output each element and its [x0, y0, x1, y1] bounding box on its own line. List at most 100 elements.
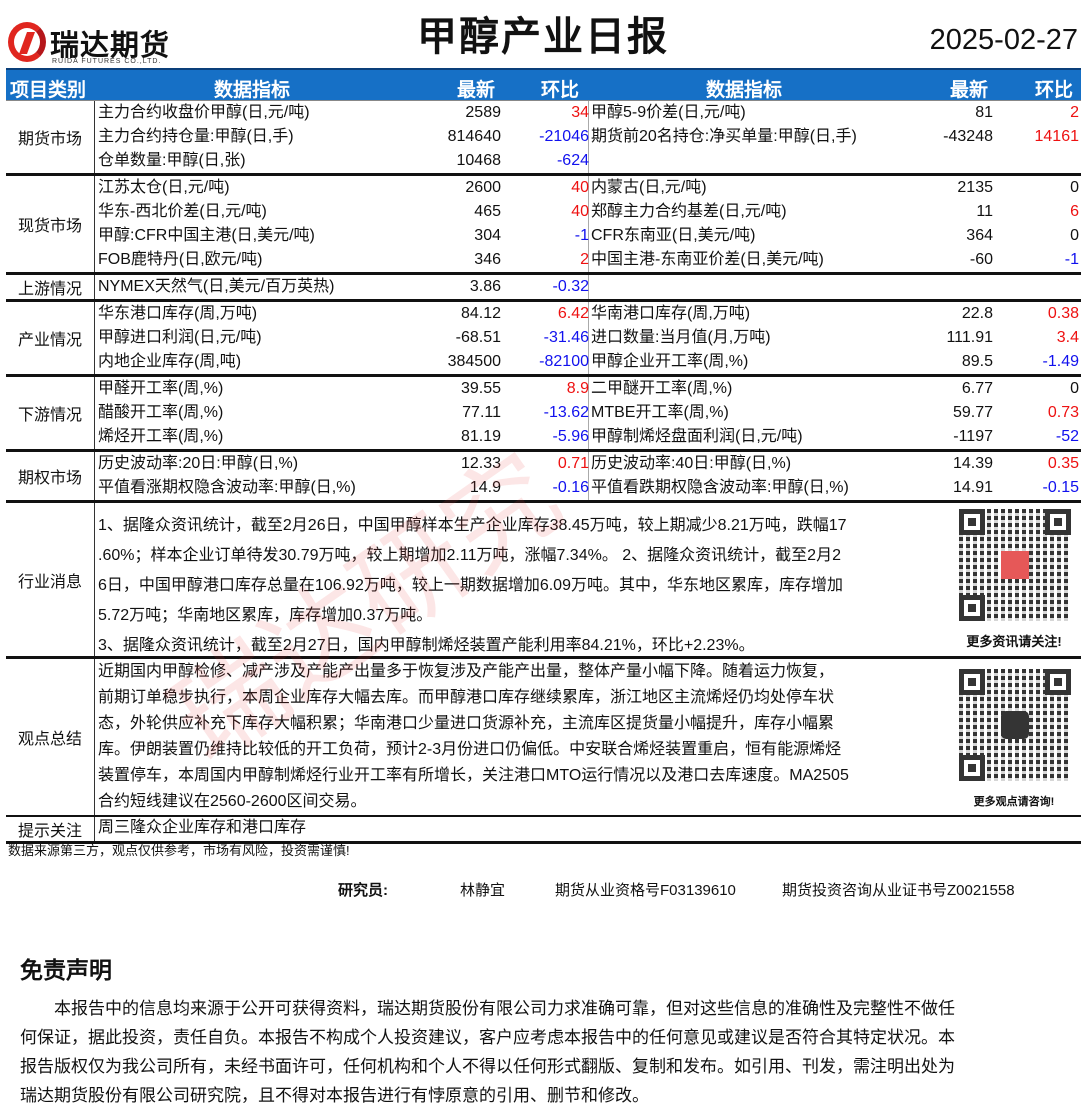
table-row: 甲醇进口利润(日,元/吨) -68.51 -31.46 进口数量:当月值(月,万吨) 1…	[6, 326, 1081, 350]
cell-latest2: -1197	[953, 428, 993, 445]
cell-latest: 39.55	[460, 380, 501, 397]
cell-latest: 3.86	[469, 278, 501, 295]
hint-category: 提示关注	[6, 817, 95, 841]
table-row: 甲醇:CFR中国主港(日,美元/吨) 304 -1 CFR东南亚(日,美元/吨) 364…	[6, 224, 1081, 248]
qr-caption: 更多资讯请关注!	[966, 634, 1062, 649]
disclaimer-title: 免责声明	[20, 957, 112, 983]
cell-change2: 2	[1070, 104, 1079, 121]
cell-change: -21046	[539, 128, 589, 145]
category-label: 期权市场	[6, 452, 95, 500]
column-divider	[588, 275, 589, 299]
cell-change2: 6	[1070, 203, 1079, 220]
cell-latest: -68.51	[455, 329, 501, 346]
table-row: 平值看涨期权隐含波动率:甲醇(日,%) 14.9 -0.16 平值看跌期权隐含波动率:…	[6, 476, 1081, 500]
cell-latest2: 14.91	[952, 479, 993, 496]
category-label: 期货市场	[6, 101, 95, 173]
group-1: 现货市场 江苏太仓(日,元/吨) 2600 40 内蒙古(日,元/吨) 2135 0 华东-西…	[6, 173, 1081, 272]
cell-indicator: 甲醇进口利润(日,元/吨)	[98, 329, 262, 346]
table-row: 主力合约持仓量:甲醇(日,手) 814640 -21046 期货前20名持仓:净买单量…	[6, 125, 1081, 149]
news-section: 行业消息 1、据隆众资讯统计，截至2月26日，中国甲醇样本生产企业库存38.45…	[6, 500, 1081, 656]
cell-change2: 0.73	[1047, 404, 1079, 421]
cell-indicator2: 中国主港-东南亚价差(日,美元/吨)	[591, 251, 824, 268]
text-line: 本报告中的信息均来源于公开可获得资料，瑞达期货股份有限公司力求准确可靠，但对这些…	[54, 999, 955, 1018]
cell-indicator2: MTBE开工率(周,%)	[591, 404, 729, 421]
disclaimer-body: 本报告中的信息均来源于公开可获得资料，瑞达期货股份有限公司力求准确可靠，但对这些…	[20, 994, 955, 1110]
cell-indicator2: 甲醇制烯烃盘面利润(日,元/吨)	[591, 428, 803, 445]
cell-indicator: 甲醇:CFR中国主港(日,美元/吨)	[98, 227, 315, 244]
cell-change: -0.16	[552, 479, 589, 496]
cell-change2: 0	[1070, 179, 1079, 196]
cell-indicator: 历史波动率:20日:甲醇(日,%)	[98, 455, 299, 472]
researcher-label: 研究员:	[338, 882, 388, 899]
text-line: 装置停车，本周国内甲醇制烯烃行业开工率有所增长，关注港口MTO运行情况以及港口去…	[98, 767, 849, 784]
group-5: 期权市场 历史波动率:20日:甲醇(日,%) 12.33 0.71 历史波动率:40日:…	[6, 449, 1081, 500]
cell-indicator2: 进口数量:当月值(月,万吨)	[591, 329, 771, 346]
col-indicator2: 数据指标	[706, 80, 783, 101]
cell-latest2: 89.5	[961, 353, 993, 370]
group-3: 产业情况 华东港口库存(周,万吨) 84.12 6.42 华南港口库存(周,万吨) 22.…	[6, 299, 1081, 374]
table-row: 醋酸开工率(周,%) 77.11 -13.62 MTBE开工率(周,%) 59.77 0.…	[6, 401, 1081, 425]
news-category: 行业消息	[6, 503, 95, 656]
col-change2: 环比	[1035, 80, 1074, 101]
column-divider	[588, 176, 589, 272]
cell-indicator: FOB鹿特丹(日,欧元/吨)	[98, 251, 263, 268]
cell-indicator: 仓单数量:甲醇(日,张)	[98, 152, 246, 169]
cell-change: 34	[571, 104, 589, 121]
cell-indicator2: 二甲醚开工率(周,%)	[591, 380, 733, 397]
cell-indicator: NYMEX天然气(日,美元/百万英热)	[98, 278, 335, 295]
cell-change: -5.96	[552, 428, 589, 445]
table-header: 项目类别 数据指标 最新 环比 数据指标 最新 环比	[6, 68, 1081, 101]
cell-latest2: 364	[966, 227, 993, 244]
cell-latest2: -43248	[943, 128, 993, 145]
cell-change2: -52	[1055, 428, 1079, 445]
cell-indicator2: 甲醇5-9价差(日,元/吨)	[591, 104, 746, 121]
researcher-license: 期货从业资格号F03139610	[555, 882, 736, 899]
researcher-consult-license: 期货投资咨询从业证书号Z0021558	[782, 882, 1015, 899]
text-line: 态，外轮供应补充下库存大幅积累；华南港口少量进口货源补充，主流库区提货量小幅提升…	[98, 715, 835, 732]
text-line: 瑞达期货股份有限公司研究院，且不得对本报告进行有悖原意的引用、删节和修改。	[20, 1086, 649, 1105]
category-label: 现货市场	[6, 176, 95, 272]
table-row: 烯烃开工率(周,%) 81.19 -5.96 甲醇制烯烃盘面利润(日,元/吨) -119…	[6, 425, 1081, 449]
table-row: 仓单数量:甲醇(日,张) 10468 -624	[6, 149, 1081, 173]
cell-indicator2: 期货前20名持仓:净买单量:甲醇(日,手)	[591, 128, 857, 145]
text-line: 5.72万吨；华南地区累库，库存增加0.37万吨。	[98, 607, 433, 624]
cell-indicator2: CFR东南亚(日,美元/吨)	[591, 227, 756, 244]
cell-change: -82100	[539, 353, 589, 370]
category-label: 产业情况	[6, 302, 95, 374]
text-line: 6日，中国甲醇港口库存总量在106.92万吨，较上一期数据增加6.09万吨。其中…	[98, 577, 843, 594]
cell-change: -1	[574, 227, 589, 244]
table-row: 主力合约收盘价甲醇(日,元/吨) 2589 34 甲醇5-9价差(日,元/吨) 81 2	[6, 101, 1081, 125]
cell-change2: 14161	[1034, 128, 1080, 145]
cell-latest2: 111.91	[946, 329, 993, 346]
view-section: 观点总结 近期国内甲醇检修、减产涉及产能产出量多于恢复涉及产能产出量，整体产量小…	[6, 656, 1081, 815]
page-title: 甲醇产业日报	[417, 15, 669, 59]
qr-caption: 更多观点请咨询!	[973, 796, 1055, 808]
view-category: 观点总结	[6, 659, 95, 815]
col-change: 环比	[541, 80, 580, 101]
cell-change: -31.46	[543, 329, 589, 346]
text-line: 3、据隆众资讯统计，截至2月27日，国内甲醇制烯烃装置产能利用率84.21%，环…	[98, 637, 755, 654]
cell-latest: 14.9	[469, 479, 501, 496]
column-divider	[588, 452, 589, 500]
category-label: 下游情况	[6, 377, 95, 449]
table-row: 华东港口库存(周,万吨) 84.12 6.42 华南港口库存(周,万吨) 22.8 0.3…	[6, 302, 1081, 326]
cell-change2: -1	[1064, 251, 1079, 268]
col-latest: 最新	[457, 80, 496, 101]
qr-code-icon	[959, 669, 1071, 781]
text-line: 合约短线建议在2560-2600区间交易。	[98, 793, 367, 810]
cell-latest2: -60	[969, 251, 993, 268]
cell-change2: -0.15	[1042, 479, 1079, 496]
col-latest2: 最新	[950, 80, 989, 101]
column-divider	[588, 101, 589, 173]
cell-latest2: 22.8	[961, 305, 993, 322]
researcher-name: 林静宜	[460, 882, 506, 899]
cell-indicator: 华东-西北价差(日,元/吨)	[98, 203, 267, 220]
table-row: 江苏太仓(日,元/吨) 2600 40 内蒙古(日,元/吨) 2135 0	[6, 176, 1081, 200]
cell-indicator2: 甲醇企业开工率(周,%)	[591, 353, 749, 370]
table-row: NYMEX天然气(日,美元/百万英热) 3.86 -0.32	[6, 275, 1081, 299]
text-line: .60%；样本企业订单待发30.79万吨，较上期增加2.11万吨，涨幅7.34%…	[98, 547, 841, 564]
cell-indicator2: 华南港口库存(周,万吨)	[591, 305, 751, 322]
group-0: 期货市场 主力合约收盘价甲醇(日,元/吨) 2589 34 甲醇5-9价差(日,元/吨)…	[6, 100, 1081, 173]
company-name: 瑞达期货	[50, 30, 171, 62]
hint-section: 提示关注 周三隆众企业库存和港口库存	[6, 815, 1081, 841]
